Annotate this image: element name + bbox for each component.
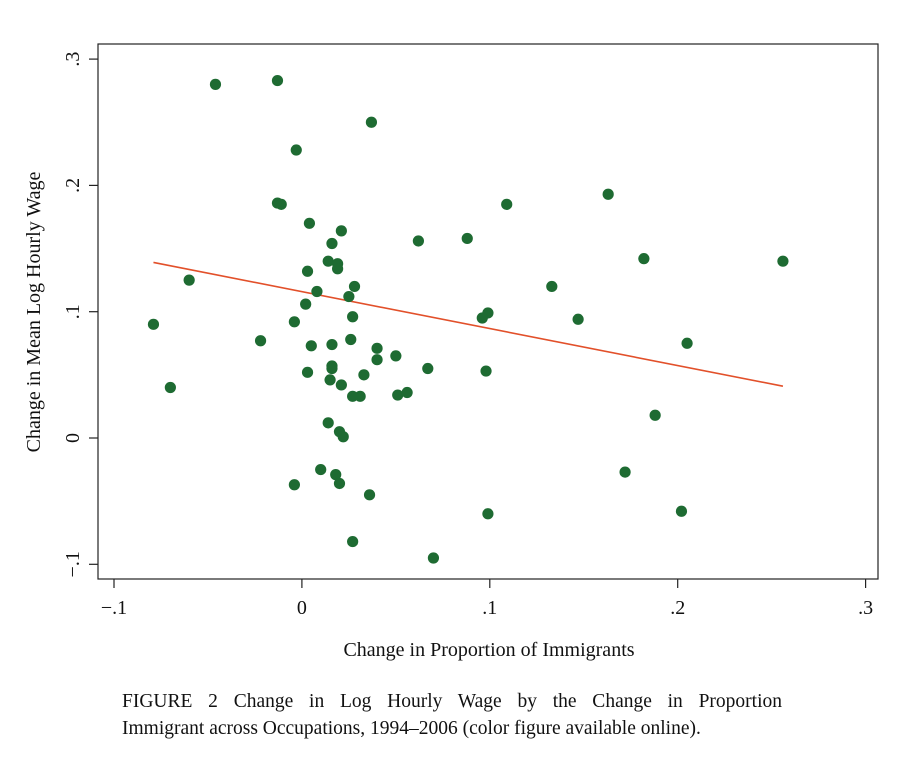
data-point	[461, 232, 473, 245]
data-point	[288, 479, 300, 491]
data-point	[401, 386, 413, 399]
x-tick-label: 0	[297, 597, 307, 619]
y-axis-title: Change in Mean Log Hourly Wage	[23, 172, 45, 453]
data-point	[345, 333, 357, 346]
data-point	[183, 274, 195, 286]
data-point	[390, 350, 402, 362]
scatter-chart: −.1 0 .1 .2 .3 −.1 0 .1 .2 .3 Change in Proportio…	[23, 43, 879, 661]
data-point	[412, 235, 424, 247]
data-point	[546, 280, 558, 293]
figure-caption: FIGURE 2 Change in Log Hourly Wage by th…	[122, 688, 782, 742]
data-point	[347, 311, 359, 323]
data-point	[649, 409, 661, 421]
data-point	[271, 74, 284, 87]
data-point	[322, 255, 334, 267]
data-point	[326, 338, 338, 351]
data-point	[288, 316, 300, 328]
data-point	[777, 255, 789, 267]
y-tick-label: .1	[62, 304, 84, 319]
y-tick-label: −.1	[62, 551, 84, 577]
data-point	[275, 198, 287, 210]
data-point	[324, 374, 336, 386]
data-point	[254, 335, 267, 347]
data-point	[371, 342, 383, 354]
x-tick-label: .2	[670, 597, 685, 619]
x-axis-title: Change in Proportion of Immigrants	[343, 639, 634, 661]
data-point	[348, 280, 361, 293]
data-point	[343, 290, 355, 303]
data-point	[209, 78, 222, 90]
data-point	[326, 362, 338, 375]
data-point	[480, 365, 492, 377]
data-point	[300, 298, 312, 310]
data-point	[365, 116, 378, 128]
data-point	[422, 362, 434, 375]
data-point	[482, 508, 494, 520]
data-point	[315, 463, 327, 476]
data-point	[305, 340, 317, 352]
data-point	[330, 469, 342, 481]
data-point	[335, 225, 347, 237]
data-point	[335, 379, 347, 391]
data-point	[371, 354, 383, 366]
data-point	[333, 477, 346, 490]
data-point	[358, 369, 370, 381]
data-point	[326, 237, 338, 250]
x-tick-label: .3	[858, 597, 873, 619]
data-point	[354, 390, 366, 402]
data-point	[681, 337, 693, 349]
data-point	[602, 188, 614, 200]
data-point	[347, 535, 359, 548]
y-tick-label: 0	[62, 433, 84, 443]
caption-line-1: FIGURE 2 Change in Log Hourly Wage by th…	[122, 691, 782, 712]
data-point	[337, 431, 349, 443]
data-point	[290, 144, 302, 156]
x-tick-label: .1	[482, 597, 497, 619]
data-point	[301, 366, 314, 378]
y-tick-label: .2	[62, 178, 84, 193]
x-tick-label: −.1	[101, 597, 127, 619]
data-point	[332, 263, 344, 275]
data-points	[147, 74, 789, 564]
data-point	[322, 417, 334, 429]
data-point	[363, 489, 376, 501]
data-point	[427, 552, 440, 564]
data-point	[501, 198, 513, 210]
fit-line	[153, 261, 784, 388]
data-point	[164, 381, 176, 394]
data-point	[147, 318, 160, 330]
axis-ticks: −.1 0 .1 .2 .3 −.1 0 .1 .2 .3	[62, 52, 873, 619]
data-point	[311, 285, 323, 298]
data-point	[301, 265, 314, 277]
data-point	[638, 253, 650, 265]
data-point	[303, 217, 316, 229]
data-point	[392, 389, 404, 401]
y-tick-label: .3	[62, 52, 84, 67]
data-point	[572, 313, 584, 325]
caption-line-2: Immigrant across Occupations, 1994–2006 …	[122, 718, 701, 739]
data-point	[619, 466, 631, 478]
data-point	[476, 312, 488, 324]
data-point	[675, 505, 688, 517]
